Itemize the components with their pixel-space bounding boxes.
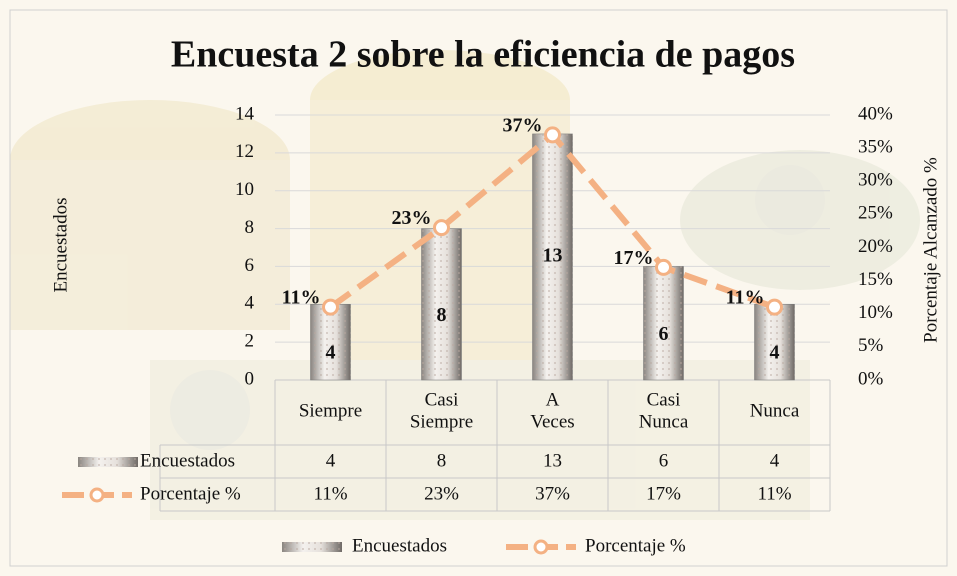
legend-key xyxy=(78,457,138,467)
y2-tick-label: 0% xyxy=(858,368,884,389)
y2-axis-title: Porcentaje Alcanzado % xyxy=(920,157,941,343)
y-axis-title: Encuestados xyxy=(50,198,71,293)
y-tick-label: 6 xyxy=(245,255,255,276)
table-cell: 11% xyxy=(313,483,347,504)
table-cell: 4 xyxy=(770,450,780,471)
table-cell: 6 xyxy=(659,450,669,471)
x-tick-label: Casi Siempre xyxy=(410,390,473,433)
bar-label: 6 xyxy=(659,323,669,345)
line-label: 11% xyxy=(726,287,765,309)
y-tick-label: 2 xyxy=(245,331,255,352)
y-tick-label: 14 xyxy=(235,103,255,124)
bar-label: 8 xyxy=(437,304,447,326)
y2-tick-label: 35% xyxy=(858,136,893,157)
table-cell: 17% xyxy=(646,483,681,504)
y2-tick-label: 25% xyxy=(858,203,893,224)
legend-label: Encuestados xyxy=(352,535,447,556)
y-tick-label: 10 xyxy=(235,179,254,200)
bar-texture xyxy=(754,304,795,380)
line-marker xyxy=(544,126,561,144)
table-cell: 4 xyxy=(326,450,336,471)
chart-title: Encuesta 2 sobre la eficiencia de pagos xyxy=(171,34,795,76)
x-tick-label: A Veces xyxy=(530,390,574,433)
line-label: 11% xyxy=(282,287,321,309)
line-marker xyxy=(766,298,783,316)
bar-texture xyxy=(310,304,351,380)
legend-key xyxy=(533,539,549,555)
chart-border xyxy=(9,9,948,567)
legend-key xyxy=(282,542,342,552)
bar-texture xyxy=(532,133,573,380)
bar-label: 4 xyxy=(770,342,780,364)
line-marker xyxy=(322,298,339,316)
line-marker xyxy=(433,219,450,237)
bar-label: 13 xyxy=(543,245,563,267)
table-cell: 8 xyxy=(437,450,447,471)
bar-texture xyxy=(421,228,462,380)
bar-label: 4 xyxy=(326,342,336,364)
line-label: 23% xyxy=(392,207,432,229)
table-row-label: Porcentaje % xyxy=(140,483,241,504)
legend-key xyxy=(89,487,105,503)
legend-label: Porcentaje % xyxy=(585,535,686,556)
y-tick-label: 4 xyxy=(245,293,255,314)
line-marker xyxy=(655,258,672,276)
x-tick-label: Nunca xyxy=(750,400,800,421)
y-tick-label: 0 xyxy=(245,368,255,389)
y-tick-label: 12 xyxy=(235,141,254,162)
table-cell: 23% xyxy=(424,483,459,504)
y2-tick-label: 5% xyxy=(858,335,884,356)
bar-texture xyxy=(643,266,684,380)
y2-tick-label: 40% xyxy=(858,103,893,124)
y2-tick-label: 10% xyxy=(858,302,893,323)
table-row-label: Encuestados xyxy=(140,450,235,471)
table-cell: 37% xyxy=(535,483,570,504)
line-label: 37% xyxy=(503,114,543,136)
table-cell: 11% xyxy=(757,483,791,504)
y2-tick-label: 30% xyxy=(858,170,893,191)
x-tick-label: Siempre xyxy=(299,400,362,421)
y2-tick-label: 20% xyxy=(858,236,893,257)
y2-tick-label: 15% xyxy=(858,269,893,290)
table-cell: 13 xyxy=(543,450,562,471)
y-tick-label: 8 xyxy=(245,217,255,238)
line-label: 17% xyxy=(614,247,654,269)
x-tick-label: Casi Nunca xyxy=(639,390,689,433)
